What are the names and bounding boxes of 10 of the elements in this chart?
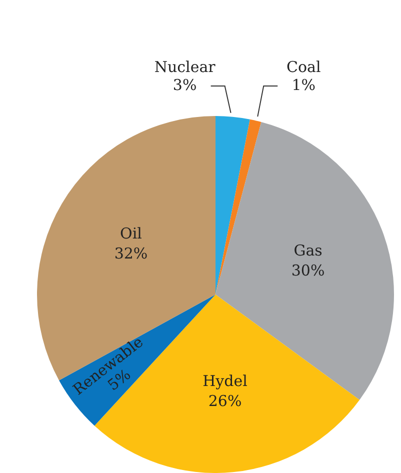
slice-label: Oil — [120, 224, 142, 242]
data-label: 1% — [292, 76, 316, 94]
slice-label: Coal — [286, 58, 321, 76]
data-label: 3% — [172, 76, 197, 94]
data-label: 30% — [291, 262, 325, 280]
slice-label: Hydel — [202, 372, 248, 390]
slice-label: Gas — [294, 242, 322, 260]
data-label: 26% — [208, 392, 242, 410]
data-label: 32% — [114, 244, 148, 262]
slice-label: Nuclear — [154, 58, 216, 76]
